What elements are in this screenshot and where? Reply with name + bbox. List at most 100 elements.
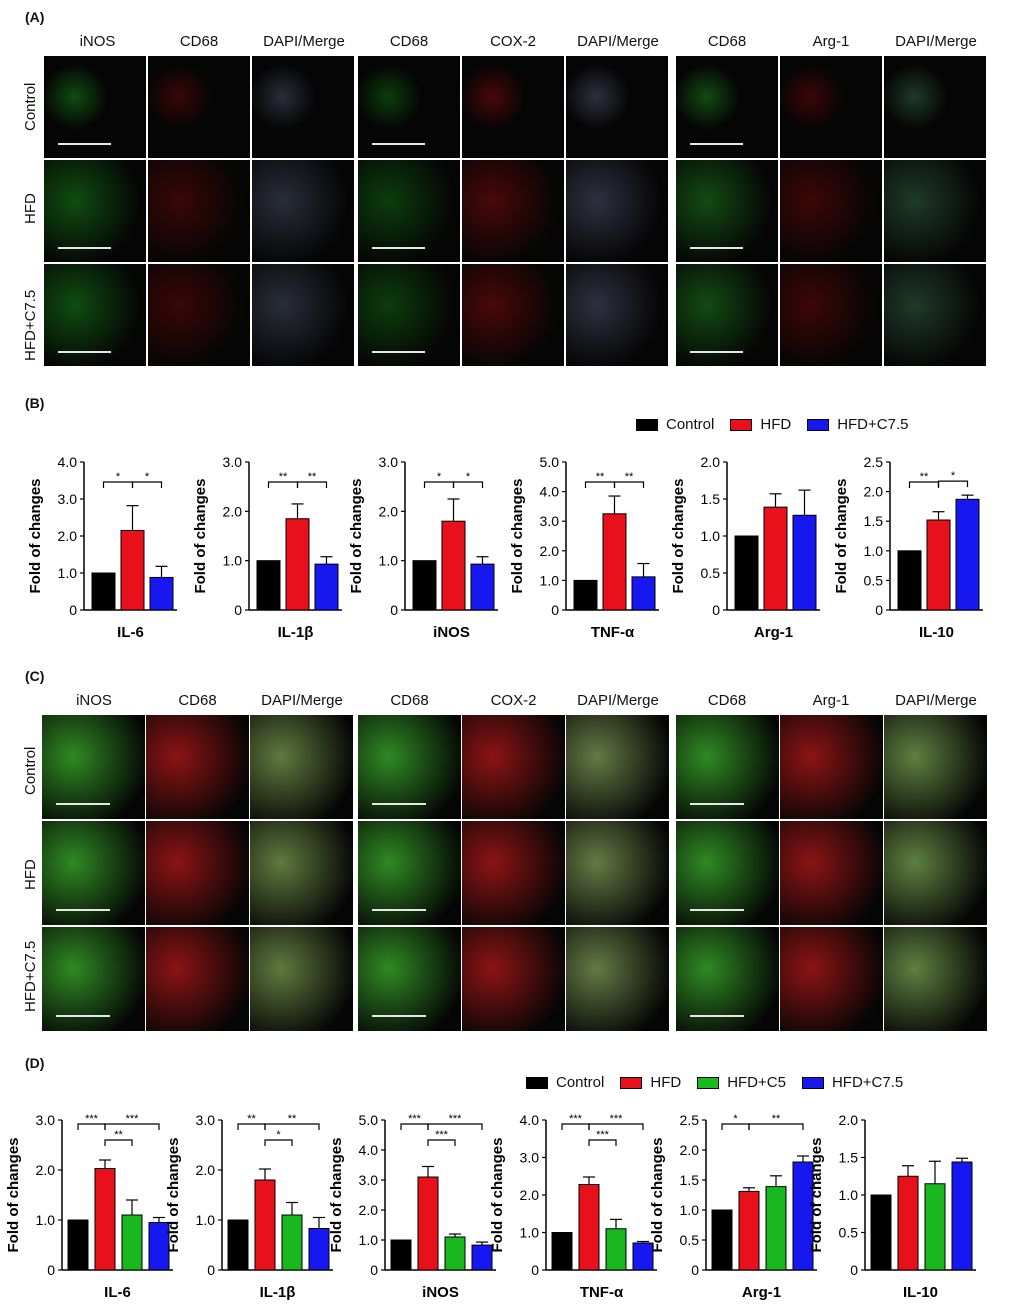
y-axis-title: Fold of changes	[509, 478, 526, 593]
significance-label: *	[276, 1129, 281, 1141]
bar-control	[897, 550, 922, 611]
x-axis-title: IL-10	[903, 1284, 938, 1301]
legend-label: HFD	[760, 416, 792, 433]
y-tick-label: 1.0	[701, 528, 721, 544]
micrograph-a-r1-c1	[44, 56, 146, 158]
scale-bar	[690, 803, 744, 806]
bar-hfd-c7-5	[470, 563, 495, 611]
bar-control	[734, 535, 759, 611]
bar-hfd	[578, 1184, 600, 1271]
y-tick-label: 1.0	[520, 1225, 540, 1241]
scale-bar	[372, 1015, 426, 1018]
y-tick-label: 0	[850, 1262, 858, 1278]
legend-label: HFD+C7.5	[837, 416, 909, 433]
y-tick-label: 3.0	[379, 454, 399, 470]
significance-bracket	[131, 481, 163, 488]
significance-label: ***	[435, 1129, 449, 1141]
micrograph-c-r2-c8	[780, 821, 883, 925]
y-tick-label: 2.0	[379, 503, 399, 519]
y-axis-title: Fold of changes	[27, 478, 44, 593]
micrograph-a-r3-c8	[780, 264, 882, 366]
panel-label-b: (B)	[25, 395, 45, 411]
y-tick-label: 0.5	[701, 565, 721, 581]
bar-control	[390, 1239, 412, 1271]
y-tick-label: 4.0	[359, 1142, 379, 1158]
bar-hfd	[254, 1179, 276, 1271]
bar-hfd	[285, 518, 310, 611]
legend-swatch	[636, 418, 658, 431]
y-tick-label: 0	[551, 602, 559, 618]
micrograph-c-r1-c7	[676, 715, 779, 819]
micrograph-c-r2-c9	[884, 821, 987, 925]
significance-label: **	[772, 1113, 781, 1125]
micrograph-a-r1-c2	[148, 56, 250, 158]
significance-label: **	[114, 1129, 123, 1141]
y-tick-label: 1.0	[58, 565, 78, 581]
bar-hfd-c7-5	[792, 514, 817, 611]
significance-label: ***	[449, 1113, 463, 1125]
micrograph-a-r2-c8	[780, 160, 882, 262]
significance-label: *	[145, 471, 150, 483]
bar-hfd-c5	[924, 1183, 946, 1271]
micrograph-c-r1-c1	[42, 715, 145, 819]
y-axis-title: Fold of changes	[808, 1137, 825, 1252]
bar-control	[573, 579, 598, 611]
bar-control	[870, 1194, 892, 1271]
x-axis-title: TNF-α	[591, 624, 635, 641]
legend-b: Control HFD HFD+C7.5	[620, 416, 908, 433]
y-tick-label: 1.0	[540, 572, 560, 588]
header-c-merge-2: DAPI/Merge	[577, 692, 659, 709]
y-axis-title: Fold of changes	[833, 478, 850, 593]
scale-bar	[372, 909, 426, 912]
bar-hfd-c5	[121, 1214, 143, 1271]
y-tick-label: 3.0	[196, 1112, 216, 1128]
scale-bar	[690, 142, 744, 145]
micrograph-c-r1-c4	[358, 715, 461, 819]
micrograph-c-r1-c2	[146, 715, 249, 819]
y-tick-label: 1.5	[864, 513, 884, 529]
legend-swatch	[620, 1076, 643, 1089]
y-tick-label: 1.0	[379, 553, 399, 569]
x-axis-title: iNOS	[422, 1284, 459, 1301]
y-axis-title: Fold of changes	[192, 478, 209, 593]
legend-label: Control	[666, 416, 715, 433]
y-axis-title: Fold of changes	[649, 1137, 666, 1252]
significance-bracket	[588, 1139, 617, 1146]
micrograph-c-r3-c1	[42, 927, 145, 1031]
micrograph-c-r1-c9	[884, 715, 987, 819]
micrograph-c-r2-c4	[358, 821, 461, 925]
y-tick-label: 0	[691, 1262, 699, 1278]
y-tick-label: 2.0	[36, 1162, 56, 1178]
bar-control	[227, 1219, 249, 1271]
significance-label: ***	[126, 1113, 140, 1125]
significance-label: *	[951, 470, 956, 482]
micrograph-a-r3-c7	[676, 264, 778, 366]
bar-hfd-c7-5	[631, 576, 656, 611]
bar-control	[412, 560, 437, 611]
bar-hfd	[94, 1168, 116, 1271]
significance-label: **	[279, 471, 288, 483]
header-c-cd68-2: CD68	[390, 692, 429, 709]
y-tick-label: 2.0	[540, 543, 560, 559]
significance-bracket	[452, 481, 484, 488]
significance-label: **	[920, 471, 929, 483]
legend-swatch	[697, 1076, 720, 1089]
bar-hfd	[417, 1176, 439, 1271]
micrograph-a-r3-c5	[462, 264, 564, 366]
bar-control	[91, 572, 116, 611]
y-tick-label: 1.5	[701, 491, 721, 507]
micrograph-a-r2-c2	[148, 160, 250, 262]
x-axis-title: IL-1β	[260, 1284, 296, 1301]
micrograph-a-r1-c8	[780, 56, 882, 158]
x-axis-title: IL-10	[919, 624, 954, 641]
panel-label-a: (A)	[25, 9, 45, 25]
legend-swatch	[730, 418, 753, 431]
significance-bracket	[588, 1123, 644, 1130]
significance-label: ***	[569, 1113, 583, 1125]
micrograph-c-r2-c5	[462, 821, 565, 925]
scale-bar	[690, 909, 744, 912]
micrograph-c-r1-c8	[780, 715, 883, 819]
y-axis-title: Fold of changes	[165, 1137, 182, 1252]
legend-swatch	[526, 1076, 548, 1089]
micrograph-a-r1-c3	[252, 56, 354, 158]
